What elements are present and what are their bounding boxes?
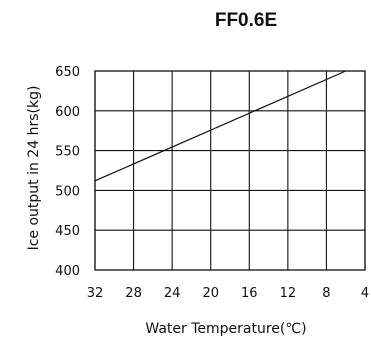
y-tick-label: 550 — [55, 145, 80, 160]
plot-frame — [94, 70, 366, 271]
x-tick-labels: 32 28 24 20 16 12 8 4 — [87, 286, 369, 301]
y-tick-labels: 400 450 500 550 600 650 — [55, 65, 80, 279]
x-tick-label: 8 — [322, 286, 330, 301]
x-tick-label: 24 — [164, 286, 181, 301]
y-tick-label: 400 — [55, 264, 80, 279]
x-axis-label: Water Temperature(℃) — [145, 321, 306, 337]
x-tick-label: 32 — [87, 286, 104, 301]
x-tick-label: 12 — [280, 286, 297, 301]
x-tick-label: 28 — [125, 286, 142, 301]
x-tick-label: 20 — [202, 286, 219, 301]
y-axis-label: Ice output in 24 hrs(kg) — [26, 86, 42, 251]
x-tick-label: 4 — [361, 286, 369, 301]
grid — [94, 70, 366, 271]
y-tick-label: 450 — [55, 224, 80, 239]
y-tick-label: 500 — [55, 184, 80, 199]
series-line — [94, 70, 346, 182]
chart-title: FF0.6E — [215, 10, 277, 31]
y-tick-label: 650 — [55, 65, 80, 80]
series-group — [94, 70, 346, 182]
x-tick-label: 16 — [241, 286, 258, 301]
y-tick-label: 600 — [55, 105, 80, 120]
